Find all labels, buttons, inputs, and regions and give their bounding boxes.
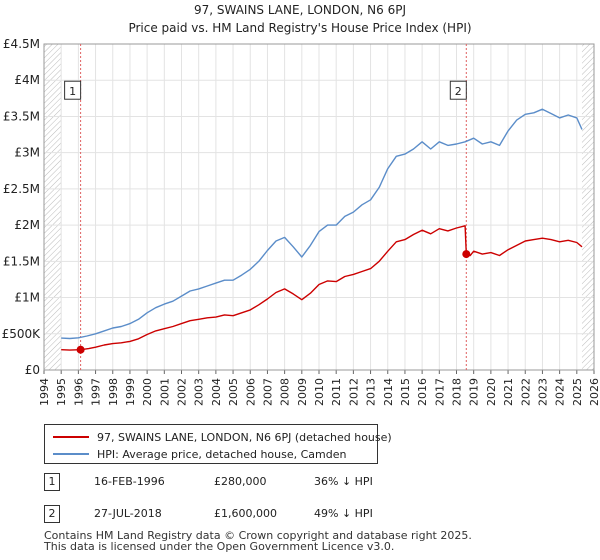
y-tick-label: £2.5M [3,182,40,196]
x-tick-label: 2023 [536,378,549,406]
x-tick-label: 1995 [55,378,68,406]
sale-price: £1,600,000 [214,507,277,520]
x-tick-label: 2007 [261,378,274,406]
y-tick-label: £3.5M [3,109,40,123]
x-tick-label: 2026 [588,378,600,406]
x-tick-label: 1998 [107,378,120,406]
footer-line-copyright: Contains HM Land Registry data © Crown c… [44,529,472,542]
sale-date: 27-JUL-2018 [94,507,162,520]
x-tick-label: 2014 [382,378,395,406]
series-line-hpi [61,108,583,340]
x-tick-label: 2011 [330,378,343,406]
sale-point [462,250,471,259]
x-tick-label: 2005 [227,378,240,406]
x-tick-label: 1997 [90,378,103,406]
legend-item-property: 97, SWAINS LANE, LONDON, N6 6PJ (detache… [53,429,392,445]
y-tick-label: £1.5M [3,254,40,268]
x-tick-label: 1994 [38,378,51,406]
y-tick-label: £4.5M [3,37,40,51]
x-tick-label: 1996 [72,378,85,406]
sale-hpi-diff: 49% ↓ HPI [314,507,373,520]
sale-price: £280,000 [214,475,267,488]
sale-marker-label: 1 [69,85,76,98]
sale-marker-box [449,80,467,100]
hatched-range [581,44,594,370]
legend-item-hpi: HPI: Average price, detached house, Camd… [53,446,346,462]
legend-label-hpi: HPI: Average price, detached house, Camd… [97,447,347,461]
x-tick-label: 2006 [244,378,257,406]
y-tick-label: £1M [14,291,40,305]
hatched-range [44,44,62,370]
x-tick-label: 2003 [193,378,206,406]
x-tick-label: 2019 [468,378,481,406]
x-tick-label: 2022 [519,378,532,406]
legend-swatch-hpi [53,453,89,455]
footer-line-licence: This data is licensed under the Open Gov… [44,540,395,553]
x-tick-label: 2015 [399,378,412,406]
x-tick-label: 2013 [365,378,378,406]
x-tick-label: 2009 [296,378,309,406]
plot-border [43,43,595,371]
sale-marker-label: 2 [455,85,462,98]
sale-marker-box [64,80,82,100]
legend: 97, SWAINS LANE, LONDON, N6 6PJ (detache… [44,424,392,464]
x-tick-label: 2020 [485,378,498,406]
x-tick-label: 2025 [571,378,584,406]
x-tick-label: 2021 [502,378,515,406]
y-tick-label: £3M [14,146,40,160]
sale-date: 16-FEB-1996 [94,475,165,488]
x-tick-label: 2024 [554,378,567,406]
x-tick-label: 2000 [141,378,154,406]
y-tick-label: £500K [2,327,42,341]
x-tick-label: 2012 [347,378,360,406]
chart-title: 97, SWAINS LANE, LONDON, N6 6PJ [194,3,406,17]
x-tick-label: 2002 [176,378,189,406]
footer-attribution: Contains HM Land Registry data © Crown c… [44,530,472,552]
sale-hpi-diff: 36% ↓ HPI [314,475,373,488]
x-tick-label: 2010 [313,378,326,406]
legend-label-property: 97, SWAINS LANE, LONDON, N6 6PJ (detache… [97,430,392,444]
x-tick-label: 2017 [433,378,446,406]
y-tick-label: £0 [25,363,40,377]
series-line-property [61,225,583,351]
x-tick-label: 1999 [124,378,137,406]
sale-number-badge: 1 [44,473,60,491]
x-tick-label: 2008 [279,378,292,406]
legend-swatch-property [53,436,89,438]
sale-number-badge: 2 [44,505,60,523]
sale-row: 1 16-FEB-1996 £280,000 36% ↓ HPI [44,473,544,493]
y-tick-label: £2M [14,218,40,232]
price-chart: 97, SWAINS LANE, LONDON, N6 6PJ Price pa… [2,3,600,406]
y-tick-label: £4M [14,73,40,87]
sale-row: 2 27-JUL-2018 £1,600,000 49% ↓ HPI [44,505,544,525]
x-tick-label: 2004 [210,378,223,406]
x-tick-label: 2001 [158,378,171,406]
x-tick-label: 2018 [451,378,464,406]
x-tick-label: 2016 [416,378,429,406]
chart-subtitle: Price paid vs. HM Land Registry's House … [128,21,471,35]
sale-point [76,345,85,354]
